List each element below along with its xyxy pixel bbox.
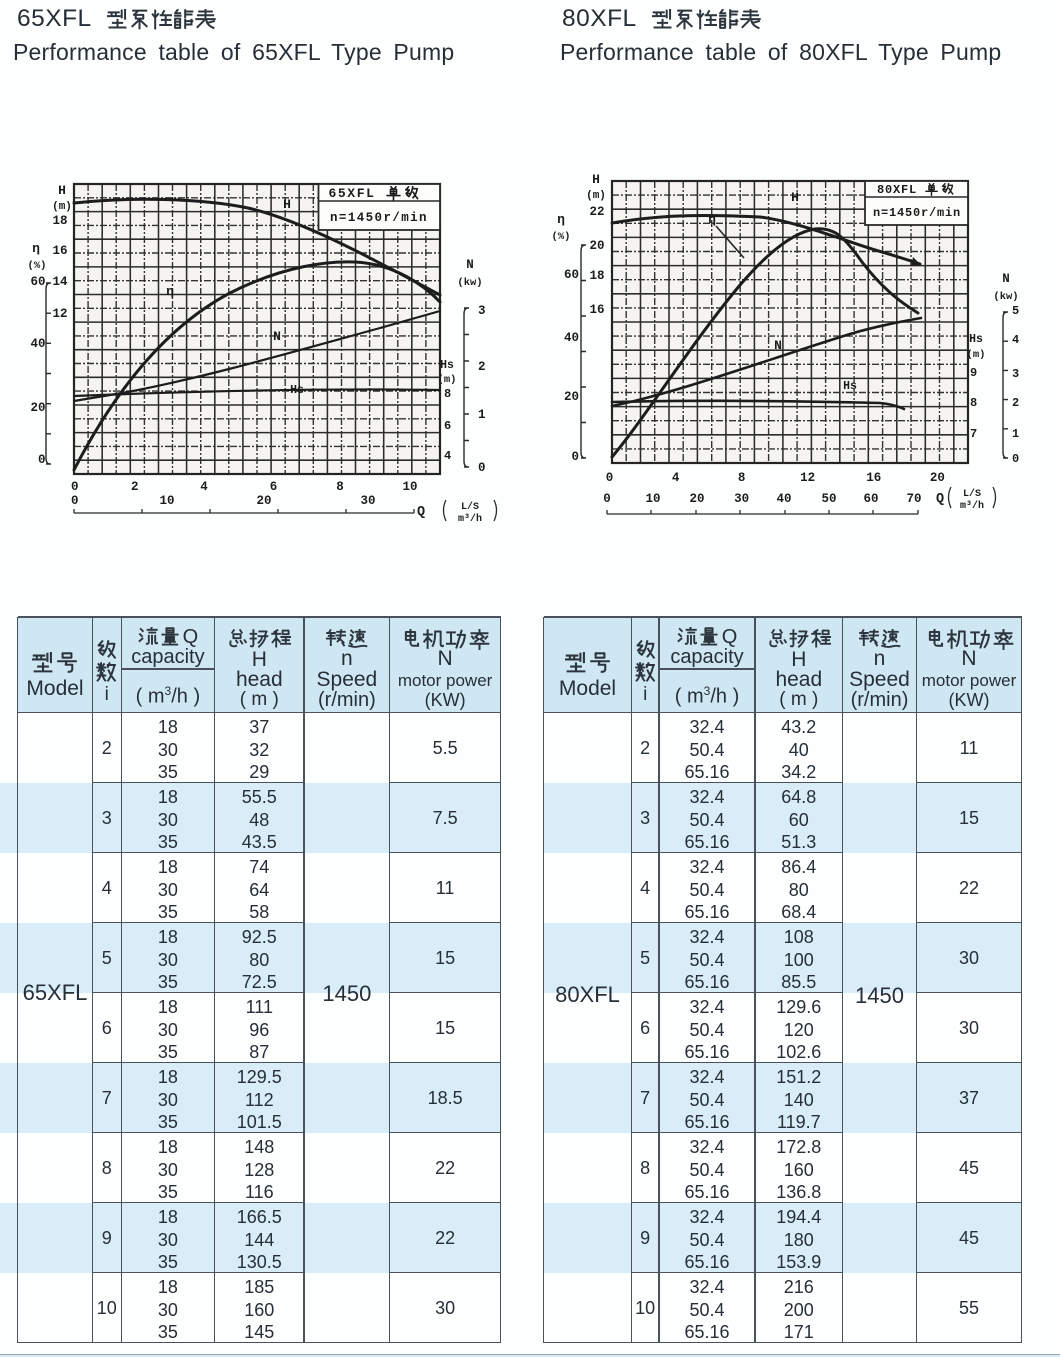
- svg-text:m³/h: m³/h: [458, 513, 482, 525]
- svg-text:10: 10: [402, 480, 417, 494]
- svg-text:14: 14: [52, 275, 68, 289]
- svg-text:8: 8: [970, 396, 977, 410]
- svg-text:0: 0: [603, 492, 611, 506]
- svg-text:30: 30: [360, 494, 375, 508]
- svg-text:(kw): (kw): [457, 277, 482, 289]
- svg-text:η: η: [32, 241, 40, 256]
- svg-text:20: 20: [256, 494, 271, 508]
- svg-text:Hs: Hs: [440, 359, 454, 372]
- svg-text:Hs: Hs: [969, 333, 983, 346]
- svg-text:(m): (m): [438, 374, 457, 386]
- svg-text:H: H: [791, 190, 799, 205]
- svg-text:0: 0: [1012, 452, 1019, 466]
- svg-text:20: 20: [930, 471, 945, 485]
- svg-text:12: 12: [52, 307, 67, 321]
- svg-text:5: 5: [1012, 304, 1019, 318]
- svg-text:N: N: [466, 258, 474, 272]
- svg-text:20: 20: [589, 239, 604, 253]
- svg-text:0: 0: [478, 461, 486, 475]
- svg-text:16: 16: [866, 471, 881, 485]
- svg-text:0: 0: [38, 453, 46, 467]
- svg-text:20: 20: [30, 401, 45, 415]
- svg-text:0: 0: [606, 471, 614, 485]
- svg-text:30: 30: [734, 492, 749, 506]
- svg-text:Q: Q: [417, 505, 425, 520]
- svg-text:2: 2: [478, 360, 486, 374]
- svg-text:Hs: Hs: [843, 380, 857, 393]
- svg-text:22: 22: [589, 205, 604, 219]
- svg-text:n=1450r/min: n=1450r/min: [330, 211, 428, 225]
- svg-text:H: H: [592, 172, 600, 187]
- svg-text:(%): (%): [28, 260, 47, 272]
- svg-text:η: η: [166, 284, 174, 299]
- svg-text:80XFL: 80XFL: [877, 183, 917, 197]
- svg-text:H: H: [58, 183, 66, 198]
- svg-text:18: 18: [52, 214, 67, 228]
- svg-text:7: 7: [970, 427, 977, 441]
- svg-text:n=1450r/min: n=1450r/min: [873, 206, 961, 220]
- svg-text:Hs: Hs: [290, 384, 304, 397]
- svg-text:8: 8: [336, 480, 344, 494]
- svg-text:2: 2: [1012, 396, 1019, 410]
- svg-text:4: 4: [444, 449, 451, 463]
- svg-text:60: 60: [564, 268, 579, 282]
- svg-text:η: η: [708, 212, 716, 227]
- svg-text:N: N: [774, 338, 782, 353]
- svg-text:4: 4: [672, 471, 680, 485]
- svg-text:65XFL: 65XFL: [328, 186, 375, 201]
- svg-text:L/S: L/S: [963, 488, 981, 500]
- svg-text:8: 8: [738, 471, 746, 485]
- svg-text:70: 70: [906, 492, 921, 506]
- svg-text:(m): (m): [586, 190, 606, 202]
- svg-text:(kw): (kw): [993, 291, 1018, 303]
- svg-text:(m): (m): [967, 349, 986, 361]
- svg-text:20: 20: [689, 492, 704, 506]
- svg-text:40: 40: [30, 337, 45, 351]
- svg-text:8: 8: [444, 387, 451, 401]
- svg-text:10: 10: [645, 492, 660, 506]
- svg-text:12: 12: [800, 471, 815, 485]
- svg-text:9: 9: [970, 366, 977, 380]
- svg-text:m³/h: m³/h: [960, 500, 984, 512]
- svg-text:1: 1: [1012, 427, 1019, 441]
- svg-text:(%): (%): [552, 231, 571, 243]
- svg-text:N: N: [1002, 272, 1010, 286]
- svg-text:3: 3: [1012, 367, 1019, 381]
- svg-text:60: 60: [30, 275, 45, 289]
- svg-text:6: 6: [270, 480, 278, 494]
- svg-text:Q: Q: [936, 492, 944, 507]
- svg-text:40: 40: [564, 331, 579, 345]
- svg-text:1: 1: [478, 408, 486, 422]
- svg-text:(m): (m): [52, 201, 72, 213]
- svg-text:10: 10: [159, 494, 174, 508]
- svg-text:50: 50: [821, 492, 836, 506]
- svg-text:6: 6: [444, 419, 451, 433]
- svg-text:2: 2: [131, 480, 139, 494]
- svg-text:60: 60: [863, 492, 878, 506]
- svg-text:20: 20: [564, 390, 579, 404]
- svg-text:N: N: [273, 329, 281, 344]
- svg-text:4: 4: [1012, 333, 1019, 347]
- svg-text:16: 16: [52, 244, 67, 258]
- svg-text:η: η: [557, 212, 565, 227]
- svg-text:3: 3: [478, 304, 486, 318]
- svg-text:18: 18: [589, 269, 604, 283]
- svg-text:0: 0: [71, 480, 79, 494]
- svg-text:40: 40: [776, 492, 791, 506]
- svg-text:0: 0: [71, 494, 79, 508]
- svg-text:4: 4: [200, 480, 208, 494]
- svg-text:L/S: L/S: [461, 501, 479, 513]
- svg-text:H: H: [283, 197, 291, 212]
- svg-text:0: 0: [571, 450, 579, 464]
- svg-text:16: 16: [589, 303, 604, 317]
